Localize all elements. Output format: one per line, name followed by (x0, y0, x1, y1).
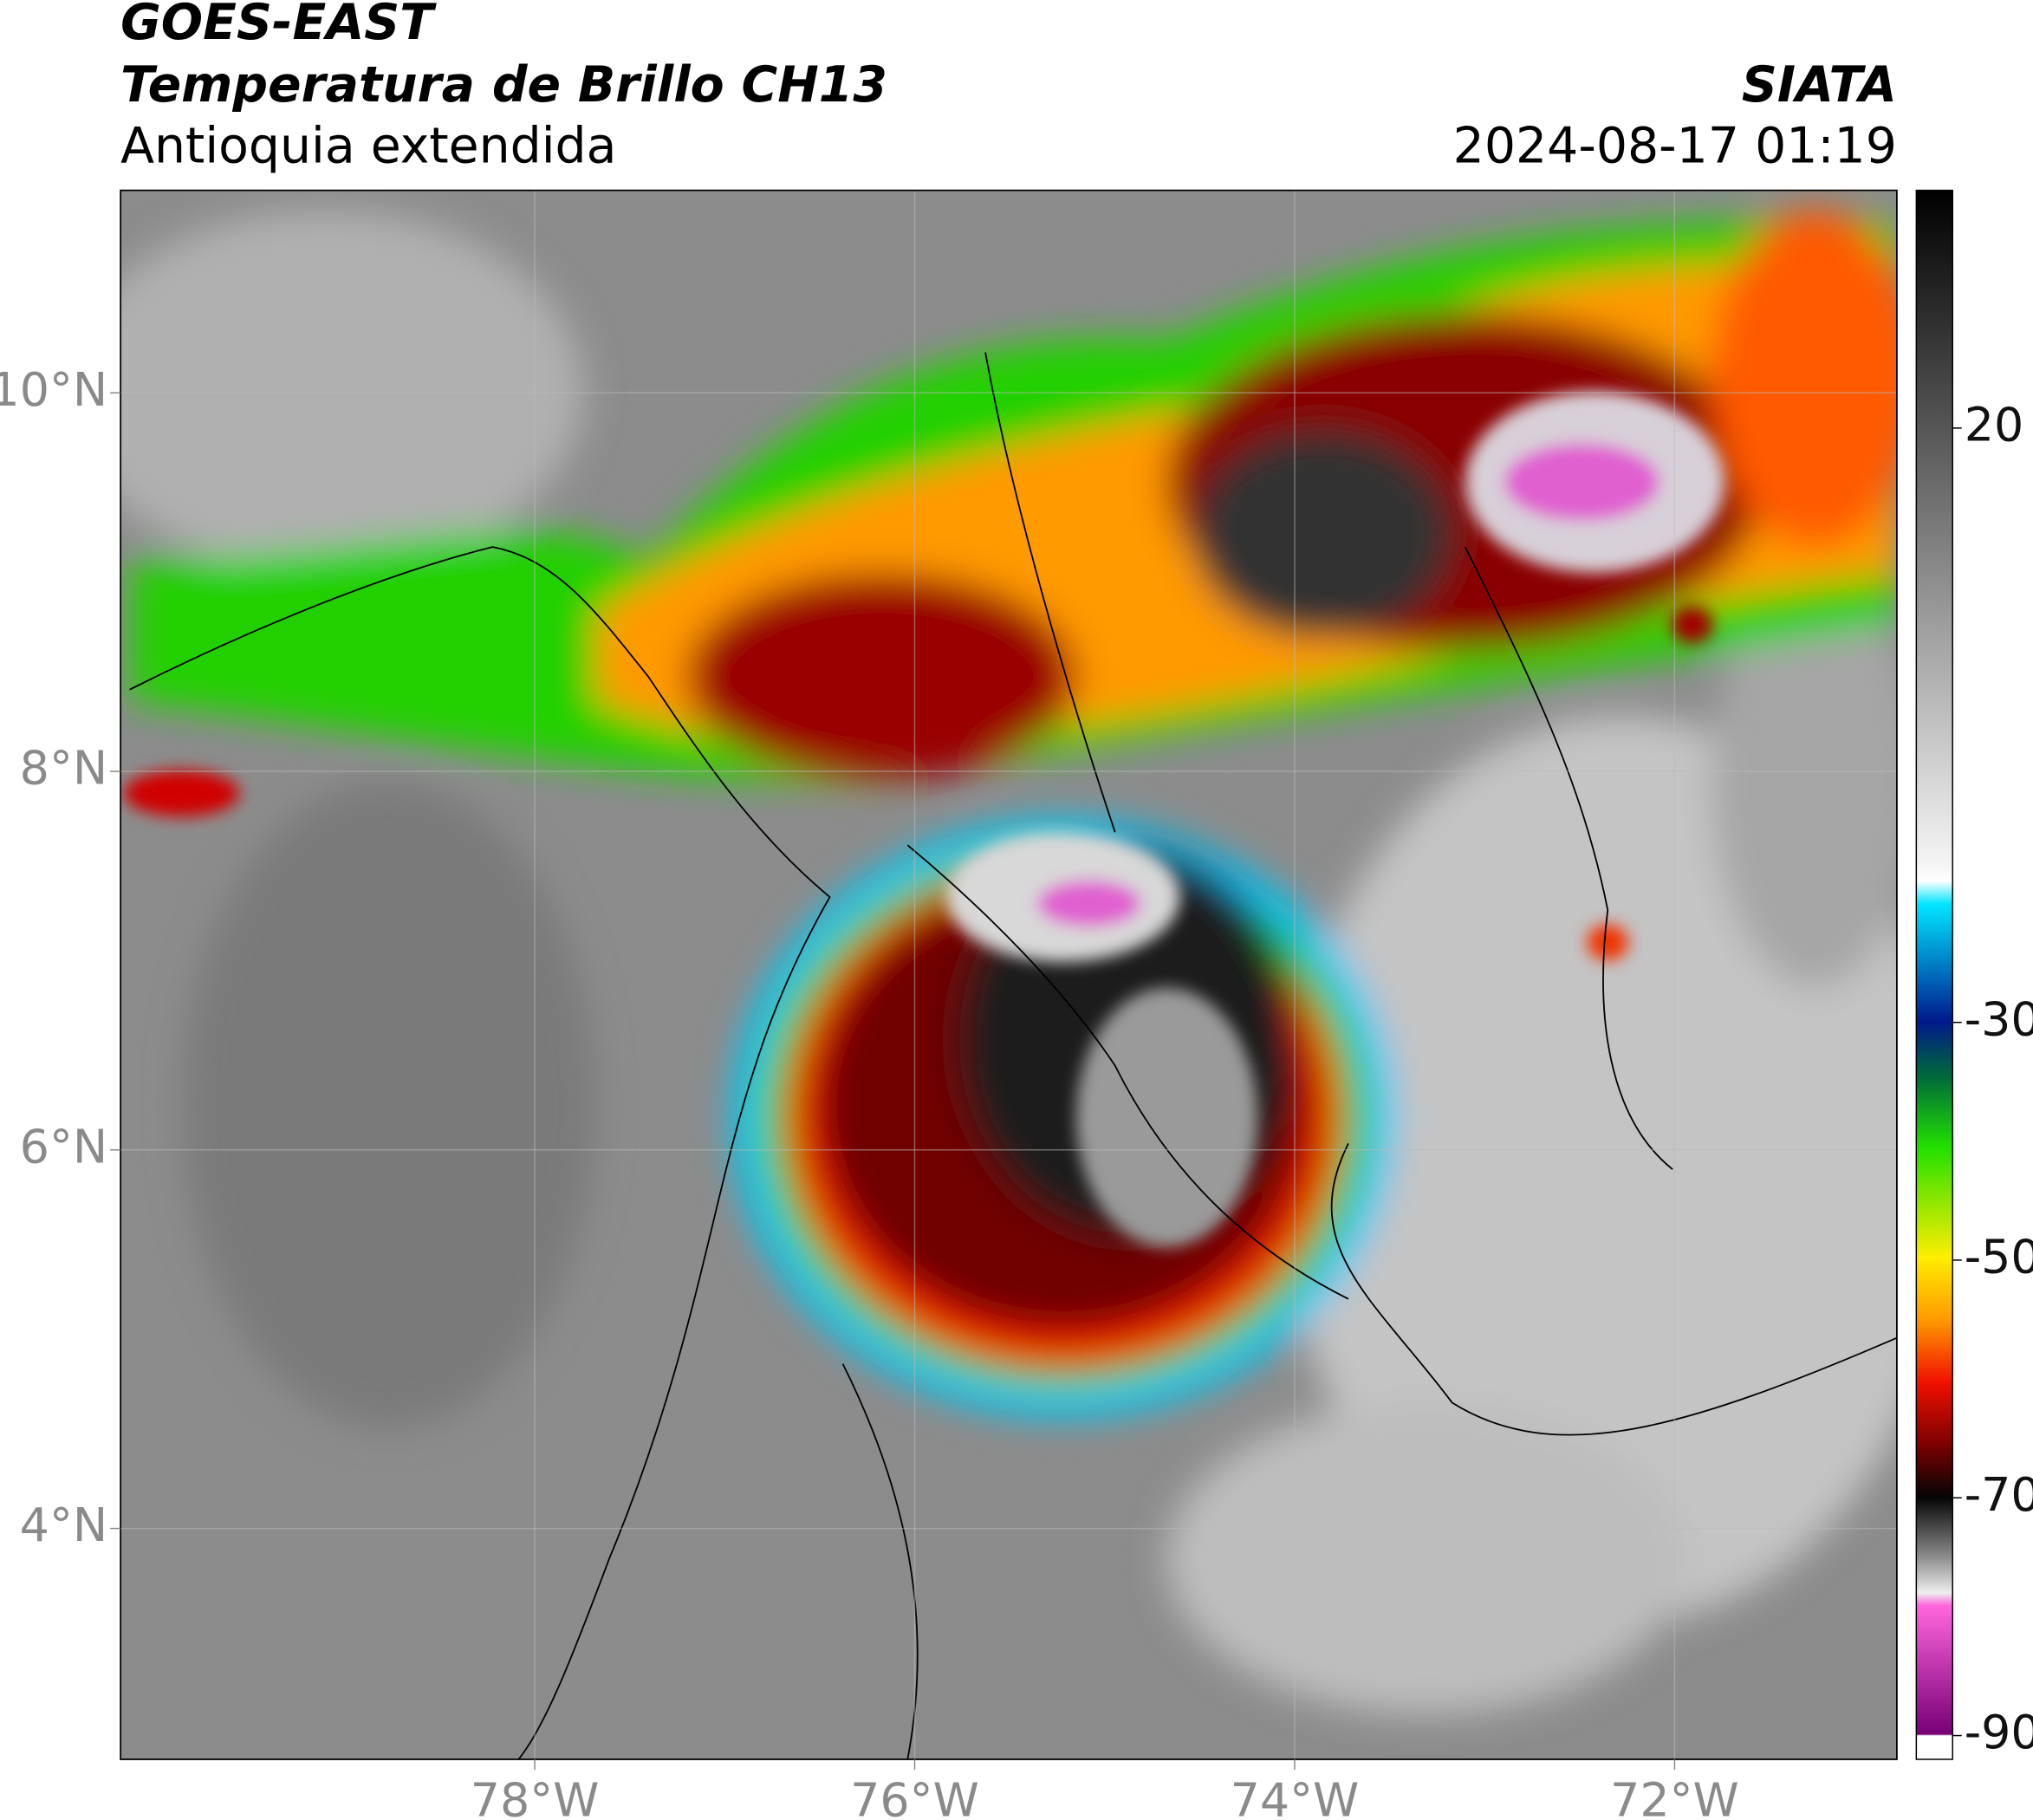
colorbar-tick-label: 20 (1965, 398, 2024, 452)
source: SIATA (1742, 56, 1897, 114)
x-tick-label: 78°W (471, 1773, 600, 1820)
colorbar-tick-label: -90 (1965, 1705, 2033, 1759)
satellite-image (120, 190, 1897, 1759)
y-tick-label: 10°N (0, 362, 107, 417)
subtitle: Temperatura de Brillo CH13 (120, 56, 887, 114)
boundaries (129, 352, 1897, 1759)
colorbar-tick-label: -70 (1965, 1467, 2033, 1522)
map-frame (120, 189, 1898, 1760)
grid (120, 190, 1897, 1759)
colorbar-tick-label: -50 (1965, 1230, 2033, 1284)
title: GOES-EAST (120, 0, 437, 51)
datetime: 2024-08-17 01:19 (1453, 117, 1897, 174)
x-tick-label: 76°W (850, 1773, 979, 1820)
y-tick-label: 8°N (20, 741, 107, 796)
x-tick-label: 74°W (1231, 1773, 1360, 1820)
y-tick-label: 6°N (20, 1119, 107, 1173)
region: Antioquia extendida (120, 117, 616, 174)
colorbar-tick-label: -30 (1965, 991, 2033, 1046)
x-tick-label: 72°W (1610, 1773, 1739, 1820)
colorbar (1915, 189, 1953, 1760)
y-tick-label: 4°N (20, 1498, 107, 1552)
